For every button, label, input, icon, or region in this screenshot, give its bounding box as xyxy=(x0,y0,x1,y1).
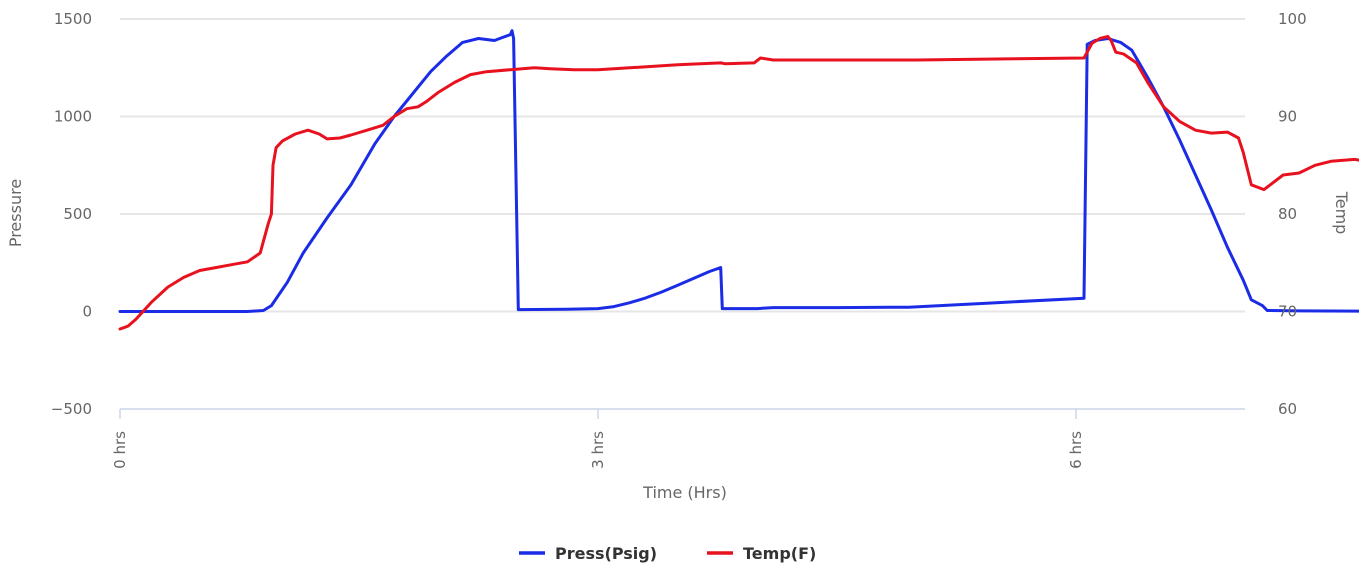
y-left-tick-label: 0 xyxy=(82,303,92,321)
series-line-temp[interactable] xyxy=(118,35,1359,331)
y-right-tick-label: 80 xyxy=(1278,205,1297,223)
series-lines xyxy=(118,29,1359,331)
y-axis-left-title: Pressure xyxy=(6,179,25,247)
series-line-pressure[interactable] xyxy=(118,29,1359,313)
x-axis-title: Time (Hrs) xyxy=(642,483,727,502)
x-tick-label: 6 hrs xyxy=(1067,431,1085,469)
tick-labels: −500 0 500 1000 1500 60 70 80 90 100 0 hrs 3 hrs 6 h… xyxy=(51,10,1307,469)
y-left-tick-label: −500 xyxy=(51,400,92,418)
x-tick-label: 3 hrs xyxy=(589,431,607,469)
y-left-tick-label: 1000 xyxy=(54,108,92,126)
legend-item-pressure[interactable]: Press(Psig) xyxy=(519,544,657,563)
y-right-tick-label: 60 xyxy=(1278,400,1297,418)
legend-label-temp: Temp(F) xyxy=(743,544,816,563)
y-right-tick-label: 90 xyxy=(1278,108,1297,126)
y-axis-right-title: Temp xyxy=(1332,191,1351,235)
x-tick-label: 0 hrs xyxy=(111,431,129,469)
legend: Press(Psig) Temp(F) xyxy=(519,544,816,563)
legend-item-temp[interactable]: Temp(F) xyxy=(707,544,816,563)
y-left-tick-label: 1500 xyxy=(54,10,92,28)
grid-lines xyxy=(120,18,1245,313)
y-right-tick-label: 100 xyxy=(1278,10,1307,28)
y-left-tick-label: 500 xyxy=(63,205,92,223)
legend-label-pressure: Press(Psig) xyxy=(555,544,657,563)
x-axis xyxy=(119,408,1245,419)
y-right-tick-label: 70 xyxy=(1278,303,1297,321)
